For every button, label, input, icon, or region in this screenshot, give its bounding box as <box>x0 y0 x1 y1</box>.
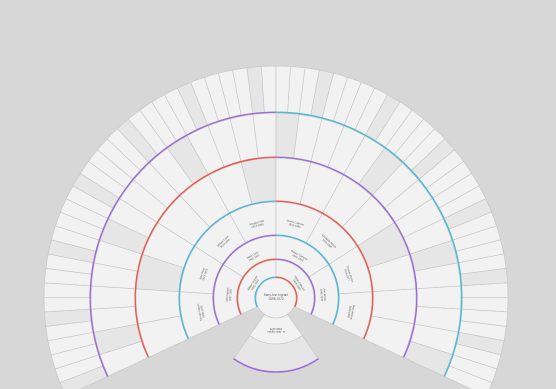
ancestor-gen3-label: Samuel Ingram1808-1870 <box>196 303 206 322</box>
ancestor-gen3-label: Jane Reed1812-1879 <box>198 267 209 282</box>
ring-edge-gen6-right <box>275 111 463 377</box>
ring-edge-gen5-right <box>275 156 418 358</box>
ancestor-gen5-segment[interactable] <box>90 285 137 310</box>
ancestor-gen2-label: Mary Cook1840-1911 <box>246 250 261 263</box>
ring-edge-gen5-left <box>134 156 277 358</box>
ancestor-gen3-label: Mary Watson1820-1895 <box>346 304 356 321</box>
ring-edge-gen4-left <box>178 200 277 340</box>
ring-edge-gen4-right <box>275 200 374 340</box>
ancestor-gen6-segment[interactable] <box>443 365 493 389</box>
ancestor-gen3-label: James Cathcart1815-1885 <box>285 218 305 229</box>
ancestor-gen2-label: John Ingram1837-1902 <box>225 287 233 302</box>
ring-edge-gen2-left <box>236 258 277 315</box>
ring-edge-gen6-left <box>89 111 277 377</box>
ancestor-gen3-label: Margaret Hill1814-1880 <box>249 219 265 230</box>
ancestor-gen3-label: Thomas Brown1816-1877 <box>343 265 355 284</box>
ring-edge-gen1-right <box>275 276 298 308</box>
ring-edge-gen2-right <box>275 258 316 315</box>
ring-edge-gen3-right <box>275 234 340 325</box>
ancestor-gen5-segment[interactable] <box>415 285 462 310</box>
root-person-label: Mary Ann Ingram 1895-1972 <box>264 293 289 301</box>
ring-edge-gen3-left <box>212 234 277 325</box>
descendant-ring-edge <box>233 357 319 373</box>
ancestor-gen6-segment[interactable] <box>43 297 92 313</box>
ring-edge-gen1-left <box>254 276 277 308</box>
descendant-label: E. Jack Ingram1920-1975 <box>267 327 284 334</box>
ancestor-gen2-label: Ann Brown1845-1920 <box>319 288 327 302</box>
